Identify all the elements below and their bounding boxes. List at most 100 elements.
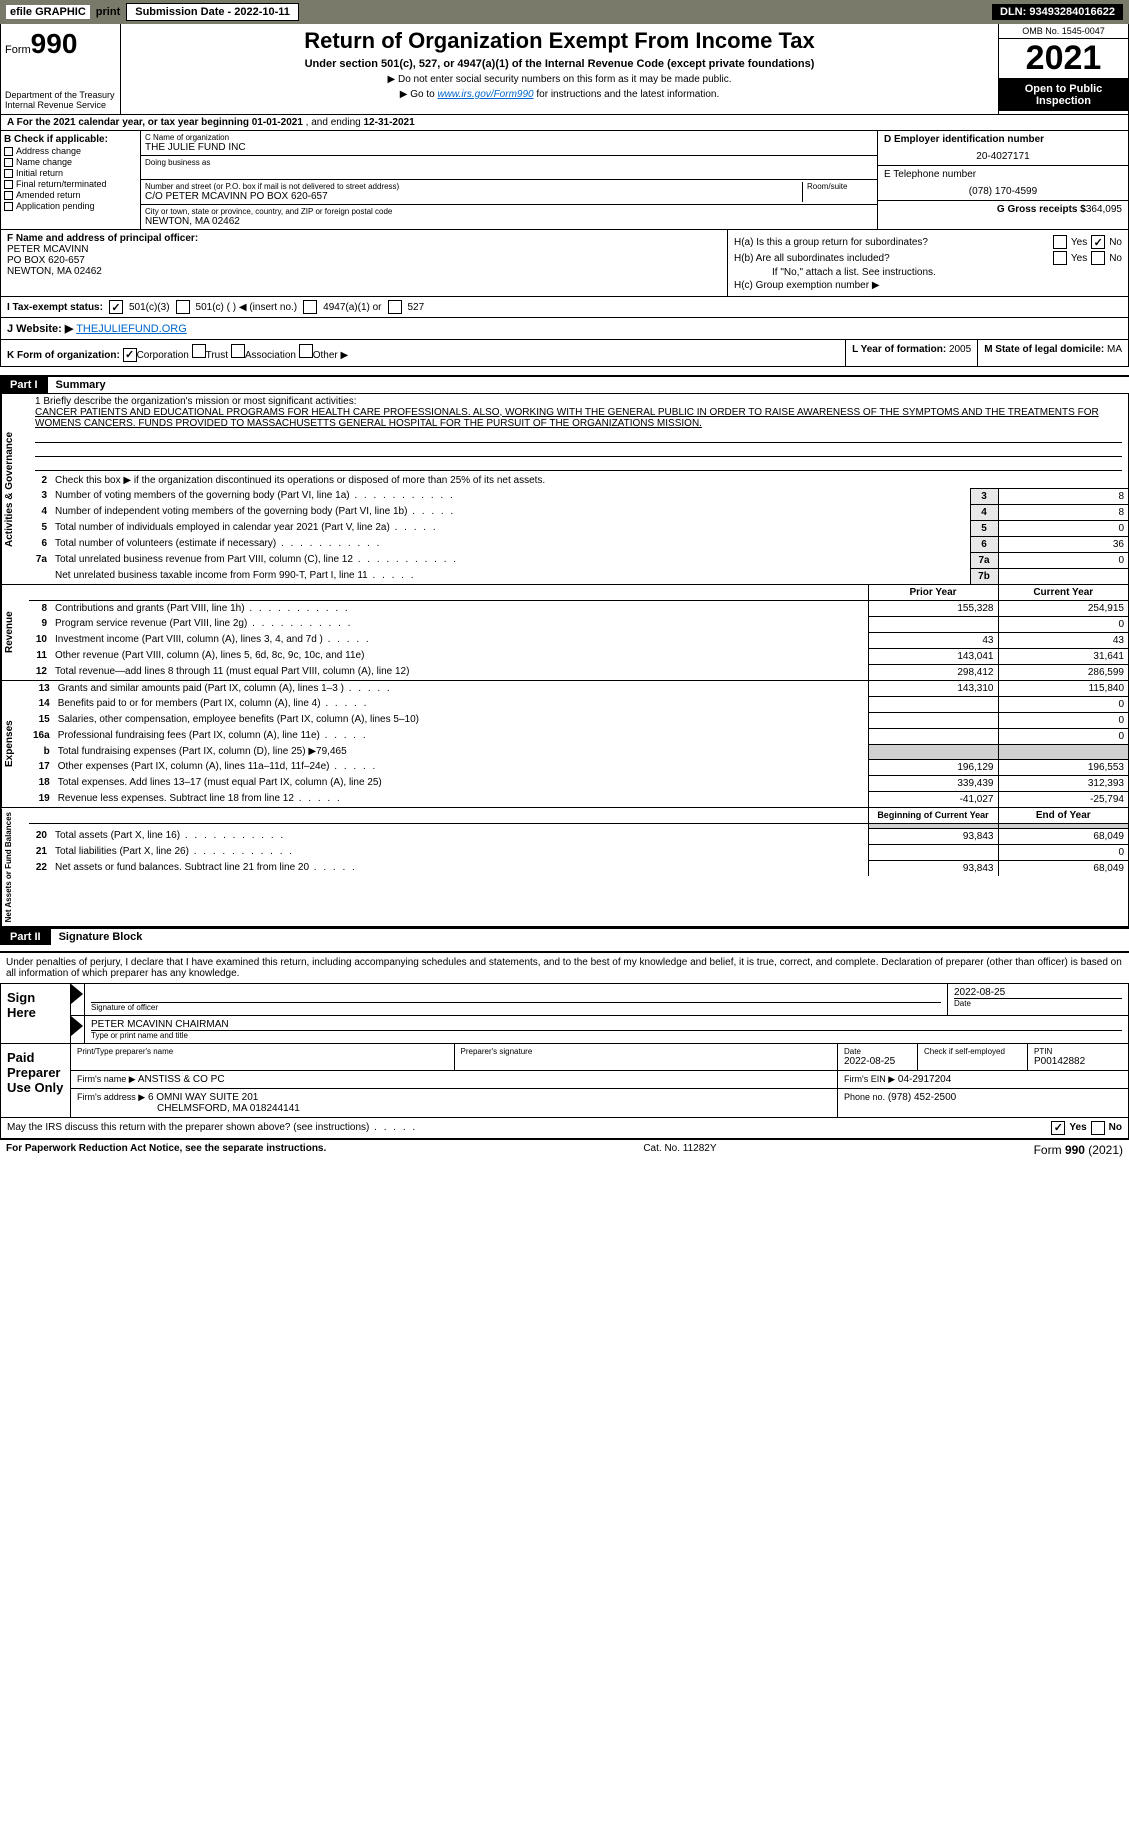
signature-declaration: Under penalties of perjury, I declare th… bbox=[0, 951, 1129, 983]
mission-label: 1 Briefly describe the organization's mi… bbox=[35, 396, 1122, 407]
arrow-icon bbox=[71, 1016, 83, 1036]
net-assets-table: Beginning of Current YearEnd of Year 20T… bbox=[29, 808, 1128, 876]
cb-address-change[interactable]: Address change bbox=[4, 146, 137, 156]
k-assoc[interactable] bbox=[231, 344, 245, 358]
date-label: Date bbox=[954, 999, 1122, 1008]
irs-label: Internal Revenue Service bbox=[5, 100, 116, 110]
officer-name-title: PETER MCAVINN CHAIRMAN bbox=[91, 1019, 1122, 1031]
i-501c3[interactable] bbox=[109, 300, 123, 314]
section-revenue: Revenue Prior YearCurrent Year 8Contribu… bbox=[0, 585, 1129, 681]
tel-value: (078) 170-4599 bbox=[884, 186, 1122, 197]
tax-year: 2021 bbox=[999, 39, 1128, 79]
c-name-label: C Name of organization bbox=[145, 133, 873, 142]
hb-no[interactable] bbox=[1091, 251, 1105, 265]
paid-preparer-label: Paid Preparer Use Only bbox=[1, 1044, 71, 1117]
side-net: Net Assets or Fund Balances bbox=[1, 808, 29, 926]
submission-date-button[interactable]: Submission Date - 2022-10-11 bbox=[126, 3, 299, 21]
i-527[interactable] bbox=[388, 300, 402, 314]
side-revenue: Revenue bbox=[1, 585, 29, 680]
gross-label: G Gross receipts $ bbox=[997, 204, 1086, 215]
cb-initial-return[interactable]: Initial return bbox=[4, 168, 137, 178]
open-public-badge: Open to Public Inspection bbox=[999, 79, 1128, 111]
street-address: C/O PETER MCAVINN PO BOX 620-657 bbox=[145, 191, 798, 202]
hb-yes[interactable] bbox=[1053, 251, 1067, 265]
part-2-header: Part II Signature Block bbox=[0, 927, 1129, 945]
discuss-no[interactable] bbox=[1091, 1121, 1105, 1135]
sig-date1: 2022-08-25 bbox=[954, 987, 1122, 999]
prep-name-label: Print/Type preparer's name bbox=[77, 1047, 448, 1056]
form-header: Form990 Department of the Treasury Inter… bbox=[0, 24, 1129, 115]
section-governance: Activities & Governance 1 Briefly descri… bbox=[0, 393, 1129, 585]
note-link: ▶ Go to www.irs.gov/Form990 for instruct… bbox=[125, 89, 994, 100]
sign-here-block: Sign Here Signature of officer 2022-08-2… bbox=[0, 983, 1129, 1044]
prep-date: 2022-08-25 bbox=[844, 1056, 911, 1067]
ptin-value: P00142882 bbox=[1034, 1056, 1122, 1067]
k-trust[interactable] bbox=[192, 344, 206, 358]
cb-final-return[interactable]: Final return/terminated bbox=[4, 179, 137, 189]
i-4947[interactable] bbox=[303, 300, 317, 314]
self-employed-check[interactable]: Check if self-employed bbox=[924, 1047, 1005, 1056]
officer-addr1: PO BOX 620-657 bbox=[7, 255, 721, 266]
firm-phone: (978) 452-2500 bbox=[888, 1092, 956, 1103]
i-501c[interactable] bbox=[176, 300, 190, 314]
footer-right: Form 990 (2021) bbox=[1034, 1143, 1123, 1157]
officer-addr2: NEWTON, MA 02462 bbox=[7, 266, 721, 277]
paid-preparer-block: Paid Preparer Use Only Print/Type prepar… bbox=[0, 1044, 1129, 1118]
state-domicile: MA bbox=[1107, 344, 1122, 355]
b-label: B Check if applicable: bbox=[4, 134, 108, 145]
may-irs-discuss: May the IRS discuss this return with the… bbox=[0, 1118, 1129, 1139]
dept-label: Department of the Treasury bbox=[5, 90, 116, 100]
side-expenses: Expenses bbox=[1, 681, 29, 807]
ein-label: D Employer identification number bbox=[884, 134, 1044, 145]
form-subtitle: Under section 501(c), 527, or 4947(a)(1)… bbox=[125, 58, 994, 70]
discuss-yes[interactable] bbox=[1051, 1121, 1065, 1135]
print-link[interactable]: print bbox=[96, 6, 120, 18]
row-k-form-org: K Form of organization: Corporation Trus… bbox=[0, 340, 1129, 367]
prep-sig-label: Preparer's signature bbox=[461, 1047, 832, 1056]
room-label: Room/suite bbox=[807, 182, 873, 191]
side-governance: Activities & Governance bbox=[1, 394, 29, 584]
irs-link[interactable]: www.irs.gov/Form990 bbox=[437, 89, 533, 100]
ptin-label: PTIN bbox=[1034, 1047, 1122, 1056]
omb-number: OMB No. 1545-0047 bbox=[999, 24, 1128, 39]
k-corp[interactable] bbox=[123, 348, 137, 362]
governance-table: 2Check this box ▶ if the organization di… bbox=[29, 473, 1128, 584]
firm-name: ANSTISS & CO PC bbox=[138, 1074, 225, 1085]
mission-text: CANCER PATIENTS AND EDUCATIONAL PROGRAMS… bbox=[35, 407, 1122, 429]
row-a-tax-year: A For the 2021 calendar year, or tax yea… bbox=[0, 115, 1129, 131]
firm-addr2: CHELMSFORD, MA 018244141 bbox=[77, 1103, 831, 1114]
cb-name-change[interactable]: Name change bbox=[4, 157, 137, 167]
h-b-line: H(b) Are all subordinates included? Yes … bbox=[734, 251, 1122, 265]
form-title: Return of Organization Exempt From Incom… bbox=[125, 28, 994, 54]
h-c-line: H(c) Group exemption number ▶ bbox=[734, 280, 1122, 291]
addr-label: Number and street (or P.O. box if mail i… bbox=[145, 182, 798, 191]
website-link[interactable]: THEJULIEFUND.ORG bbox=[76, 323, 187, 335]
topbar: efile GRAPHIC print Submission Date - 20… bbox=[0, 0, 1129, 24]
footer-mid: Cat. No. 11282Y bbox=[643, 1143, 716, 1157]
firm-addr1: 6 OMNI WAY SUITE 201 bbox=[148, 1092, 258, 1103]
form-number: Form990 bbox=[5, 28, 116, 60]
year-formation: 2005 bbox=[949, 344, 971, 355]
gross-value: 364,095 bbox=[1086, 204, 1122, 215]
k-other[interactable] bbox=[299, 344, 313, 358]
cb-application-pending[interactable]: Application pending bbox=[4, 201, 137, 211]
section-expenses: Expenses 13Grants and similar amounts pa… bbox=[0, 681, 1129, 808]
tel-label: E Telephone number bbox=[884, 169, 1122, 180]
sig-officer-label: Signature of officer bbox=[91, 1003, 941, 1012]
h-a-line: H(a) Is this a group return for subordin… bbox=[734, 235, 1122, 249]
ha-no[interactable] bbox=[1091, 235, 1105, 249]
name-title-label: Type or print name and title bbox=[91, 1031, 1122, 1040]
dba-label: Doing business as bbox=[145, 158, 873, 167]
officer-name: PETER MCAVINN bbox=[7, 244, 721, 255]
page-footer: For Paperwork Reduction Act Notice, see … bbox=[0, 1139, 1129, 1160]
revenue-table: Prior YearCurrent Year 8Contributions an… bbox=[29, 585, 1128, 680]
city-state-zip: NEWTON, MA 02462 bbox=[145, 216, 873, 227]
ein-value: 20-4027171 bbox=[884, 151, 1122, 162]
hb-note: If "No," attach a list. See instructions… bbox=[734, 267, 1122, 278]
ha-yes[interactable] bbox=[1053, 235, 1067, 249]
cb-amended[interactable]: Amended return bbox=[4, 190, 137, 200]
note-ssn: ▶ Do not enter social security numbers o… bbox=[125, 74, 994, 85]
row-j-website: J Website: ▶ THEJULIEFUND.ORG bbox=[0, 318, 1129, 340]
sign-here-label: Sign Here bbox=[1, 984, 71, 1043]
expenses-table: 13Grants and similar amounts paid (Part … bbox=[29, 681, 1128, 807]
